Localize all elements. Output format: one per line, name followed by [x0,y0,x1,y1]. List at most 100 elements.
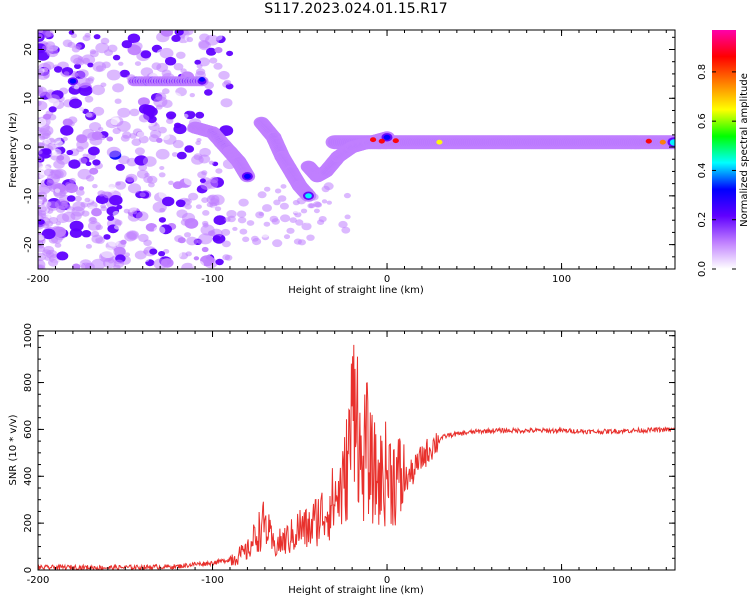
spectrogram-blob [202,210,210,216]
spectrogram-blob [60,188,69,195]
spectrogram-blob [168,180,174,185]
spectrogram-blob [60,125,74,136]
spectrogram-blob [215,258,224,266]
spectrogram-blob [89,216,97,223]
spectrogram-blob [84,197,91,203]
spectrogram-blob [204,89,213,96]
spectrogram-blob [271,218,280,225]
spectrogram-blob [103,191,113,199]
spectrogram-blob [215,168,223,174]
spectrogram-blob [289,217,297,224]
spectrogram-blob [38,150,43,155]
spectrogram-blob [183,198,192,205]
spectrogram-blob [76,134,86,142]
spectrogram-blob [204,258,218,269]
spectrogram-blob [166,118,174,124]
spectrogram-blob [174,30,184,36]
spectrogram-blob [158,251,166,257]
spectrogram-blob [107,215,115,221]
spectrogram-blob [114,224,121,230]
spectrogram-blob [129,108,140,117]
spectrogram-blob [199,33,210,42]
spectrogram-blob [85,77,94,85]
spectrogram-blob [161,133,170,141]
spectrogram-blob [156,31,170,43]
spectrogram-blob [68,159,81,169]
spectrogram-blob [166,111,177,120]
spectrogram-blob [82,128,95,139]
spectrogram-blob [196,63,203,69]
spectrogram-blob [341,226,351,234]
spectrogram-blob [84,95,94,103]
spectrogram-blob [142,156,157,167]
spectrogram-blob [370,137,377,143]
spectrogram-blob [131,138,142,146]
spectrogram-blob [436,139,443,145]
spectrogram-blob [257,191,267,199]
spectrogram-blob [292,206,302,214]
spectrogram-blob [47,98,60,108]
spectrogram-blob [209,57,218,64]
spectrogram-blob [127,33,141,44]
spectrogram-blob [308,203,316,209]
spectrogram-blob [100,204,107,209]
spectrogram-blob [171,152,179,157]
spectrogram-blob [332,187,343,195]
spectrogram-blob [134,147,145,156]
spectrogram-blob [195,111,205,119]
snr-frame [37,330,676,571]
spectrogram-blob [226,50,234,57]
spectrogram-blob [103,234,111,240]
spectrogram-blob [80,262,92,269]
spectrogram-blob [162,88,170,95]
spectrogram-blob [112,210,120,217]
spectrogram-blob [155,148,170,160]
spectrogram-blob [51,73,60,81]
spectrogram-blob [56,251,69,261]
spectrogram-blob [72,263,81,269]
spectrogram-blob [301,222,312,231]
spectrogram-blob [82,153,88,158]
spectrogram-blob [161,258,174,268]
spectrogram-blob [127,183,142,194]
spectrogram-blob [137,97,150,107]
spectrogram-blob [121,40,133,49]
snr-ytick-label: 0 [23,567,34,573]
spectrogram-blob [184,203,192,210]
spectrogram-blob [184,232,191,238]
spectrogram-blob [286,227,295,234]
spectrogram-blob [159,207,166,213]
spectrogram-blob [107,186,115,193]
spectrogram-ytick-label: 20 [23,43,34,56]
spectrogram-blob [62,236,75,246]
spectrogram-blob [73,85,80,90]
spectrogram-blob [344,214,351,220]
spectrogram-blob [123,208,130,214]
spectrogram-blob [181,262,195,269]
spectrogram-blob [113,246,126,257]
spectrogram-blob [283,234,291,240]
spectrogram-blob [39,206,47,213]
spectrogram-blob [255,220,265,228]
spectrogram-blob [44,139,51,144]
spectrogram-blob [91,84,106,96]
spectrogram-blob [195,68,206,76]
spectrogram-blob [43,168,54,177]
spectrogram-blob [176,209,188,218]
spectrogram-blob [147,175,158,184]
spectrogram-blob [71,45,81,53]
spectrogram-blob [158,172,166,178]
spectrogram-blob [185,102,197,112]
spectrogram-xtick-label: -100 [201,274,224,285]
spectrogram-blob [139,192,146,198]
spectrogram-blob [212,235,221,242]
spectrogram-blob [136,131,145,138]
spectrogram-blob [156,137,163,143]
spectrogram-blob [70,54,83,64]
spectrogram-blob [74,63,81,69]
spectrogram-blob [659,139,666,145]
spectrogram-blob [165,56,177,66]
snr-xlabel: Height of straight line (km) [288,585,424,596]
snr-ytick-label: 200 [23,514,34,533]
